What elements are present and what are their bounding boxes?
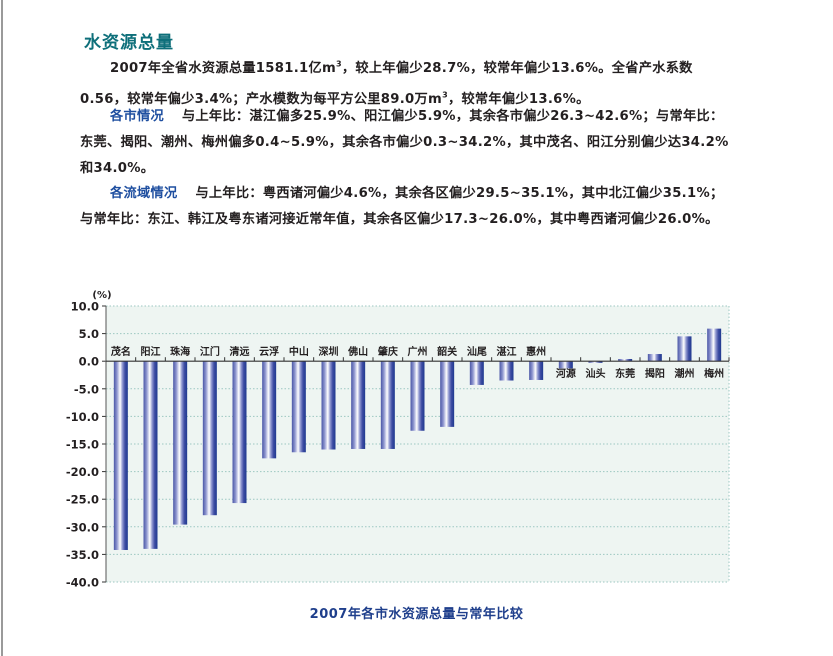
category-label: 清远 bbox=[230, 345, 250, 358]
category-label: 肇庆 bbox=[377, 345, 398, 358]
bar-汕头 bbox=[588, 361, 603, 363]
y-axis-unit: (%) bbox=[92, 290, 111, 301]
bar-珠海 bbox=[173, 361, 188, 525]
bar-东莞 bbox=[618, 358, 633, 362]
category-label: 佛山 bbox=[347, 345, 368, 358]
bar-广州 bbox=[410, 361, 425, 431]
y-tick-label: 10.0 bbox=[71, 300, 99, 314]
category-label: 潮州 bbox=[675, 367, 695, 380]
paragraph-text: 2007年全省水资源总量1581.1亿m3，较上年偏少28.7%，较常年偏少13… bbox=[80, 60, 693, 107]
category-label: 梅州 bbox=[704, 367, 724, 380]
bar-湛江 bbox=[499, 361, 514, 381]
paragraph-keyword: 各流域情况 bbox=[110, 186, 178, 201]
category-label: 江门 bbox=[200, 345, 220, 358]
y-tick-label: -25.0 bbox=[66, 493, 99, 507]
paragraph-text: 与上年比：粤西诸河偏少4.6%，其余各区偏少29.5~35.1%，其中北江偏少3… bbox=[80, 186, 724, 227]
bar-揭阳 bbox=[647, 354, 662, 362]
bar-中山 bbox=[291, 361, 306, 453]
category-label: 汕头 bbox=[586, 367, 606, 380]
paragraph-overview: 2007年全省水资源总量1581.1亿m3，较上年偏少28.7%，较常年偏少13… bbox=[80, 52, 732, 113]
bar-惠州 bbox=[529, 361, 544, 380]
category-label: 广州 bbox=[408, 345, 428, 358]
category-label: 珠海 bbox=[170, 345, 190, 358]
category-label: 云浮 bbox=[259, 345, 279, 358]
paragraph-basins: 各流域情况 与上年比：粤西诸河偏少4.6%，其余各区偏少29.5~35.1%，其中… bbox=[80, 181, 732, 233]
paragraph-cities: 各市情况 与上年比：湛江偏多25.9%、阳江偏少5.9%，其余各市偏少26.3~4… bbox=[80, 104, 732, 182]
bar-梅州 bbox=[707, 328, 722, 362]
page-left-border bbox=[1, 0, 3, 656]
bar-深圳 bbox=[321, 361, 336, 450]
y-tick-label: 0.0 bbox=[79, 355, 99, 369]
bar-佛山 bbox=[351, 361, 366, 449]
paragraph-text: 与上年比：湛江偏多25.9%、阳江偏少5.9%，其余各市偏少26.3~42.6%… bbox=[80, 109, 729, 176]
bar-韶关 bbox=[440, 361, 455, 427]
chart-caption: 2007年各市水资源总量与常年比较 bbox=[309, 607, 524, 622]
y-tick-label: -20.0 bbox=[66, 465, 99, 479]
plot-area: 10.0 5.0 0.0 -5.0 -10.0 -15.0 -20.0 -25.0 -30.0 -… bbox=[66, 290, 730, 590]
category-label: 韶关 bbox=[437, 345, 457, 358]
bar-江门 bbox=[202, 361, 217, 516]
paragraph-keyword: 各市情况 bbox=[110, 109, 164, 124]
bar-潮州 bbox=[677, 336, 692, 362]
bar-河源 bbox=[558, 361, 573, 369]
category-label: 河源 bbox=[556, 367, 576, 380]
category-label: 茂名 bbox=[111, 345, 131, 358]
bar-汕尾 bbox=[469, 361, 484, 385]
category-label: 中山 bbox=[289, 345, 309, 358]
y-tick-label: 5.0 bbox=[79, 327, 99, 341]
y-tick-label: -10.0 bbox=[66, 410, 99, 424]
category-label: 汕尾 bbox=[467, 345, 487, 358]
y-tick-label: -35.0 bbox=[66, 548, 99, 562]
bar-肇庆 bbox=[380, 361, 395, 449]
y-tick-label: -5.0 bbox=[74, 382, 99, 396]
bar-云浮 bbox=[262, 361, 277, 459]
category-label: 东莞 bbox=[615, 367, 635, 380]
category-label: 惠州 bbox=[526, 345, 546, 358]
y-tick-label: -40.0 bbox=[66, 576, 99, 590]
y-tick-label: -30.0 bbox=[66, 520, 99, 534]
bar-茂名 bbox=[113, 361, 128, 550]
category-label: 揭阳 bbox=[645, 367, 665, 380]
y-tick-label: -15.0 bbox=[66, 438, 99, 452]
category-label: 深圳 bbox=[319, 345, 339, 358]
bar-阳江 bbox=[143, 361, 158, 549]
bar-清远 bbox=[232, 361, 247, 504]
category-label: 阳江 bbox=[141, 345, 161, 358]
category-label: 湛江 bbox=[497, 345, 517, 358]
section-title: 水资源总量 bbox=[84, 33, 174, 53]
